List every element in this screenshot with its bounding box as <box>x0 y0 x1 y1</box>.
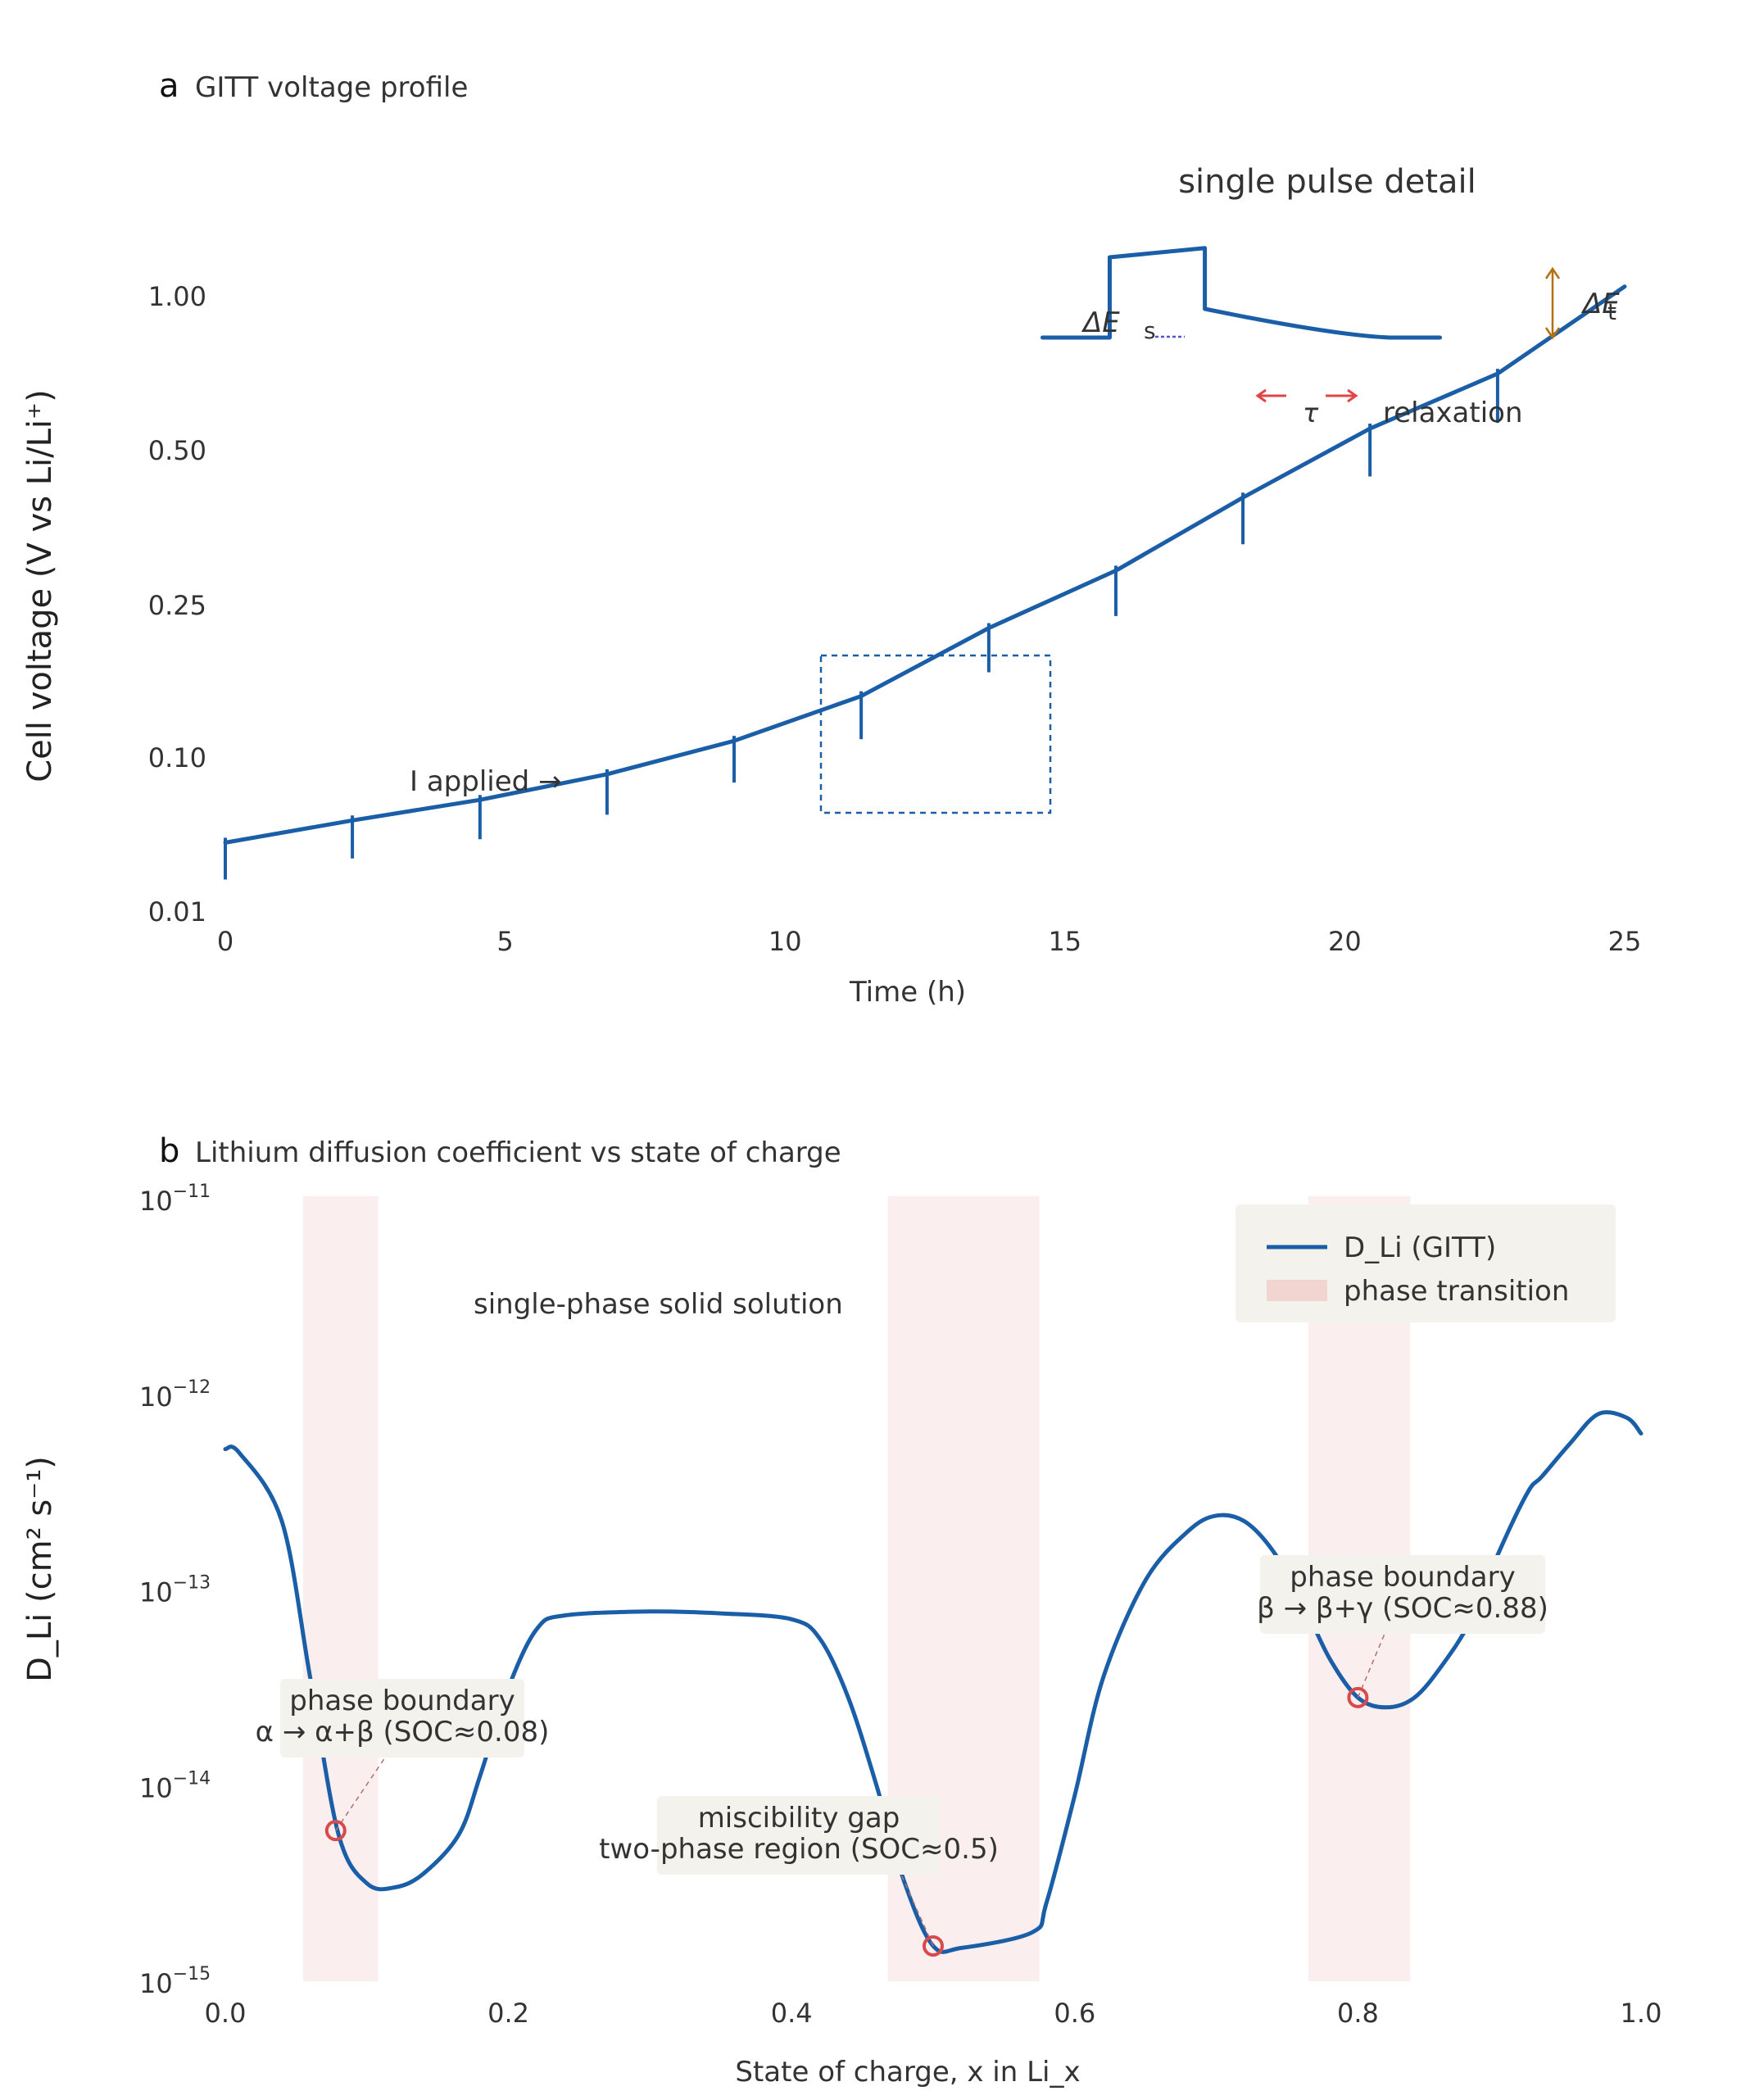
phase-boundary-marker <box>324 1820 347 1842</box>
phase-boundary-marker <box>1347 1686 1369 1708</box>
y-tick-label: 10−15 <box>139 1964 211 1999</box>
panel-b-y-axis-label: D_Li (cm² s⁻¹) <box>21 1456 59 1682</box>
legend-entry-dli: D_Li (GITT) <box>1344 1231 1496 1264</box>
x-tick-label: 0.0 <box>205 1998 247 2029</box>
x-tick-label: 5 <box>496 926 513 957</box>
panel-a-y-ticks: 0.01 0.10 0.25 0.50 1.00 <box>148 281 206 928</box>
y-tick-label: 10−13 <box>139 1573 211 1608</box>
x-tick-label: 1.0 <box>1621 1998 1662 2029</box>
y-tick-label: 0.10 <box>148 742 206 773</box>
panel-b-y-ticks: 10−15 10−14 10−13 10−12 10−11 <box>139 1182 211 1999</box>
callout-leader-line <box>900 1874 934 1947</box>
single-phase-region-label: single-phase solid solution <box>474 1288 843 1321</box>
relaxation-label: relaxation <box>1383 397 1523 429</box>
y-tick-label: 0.50 <box>148 435 206 466</box>
panel-a-y-axis-label: Cell voltage (V vs Li/Li⁺) <box>21 389 59 782</box>
delta-e-s-subscript: s <box>1144 317 1156 344</box>
legend-box <box>1235 1204 1616 1322</box>
x-tick-label: 10 <box>768 926 802 957</box>
callout-miscibility-gap: miscibility gap two-phase region (SOC≈0.… <box>599 1796 999 1875</box>
delta-e-t-arrow-heads <box>1544 266 1561 340</box>
x-tick-label: 0.4 <box>771 1998 813 2029</box>
callout-1-line-2: α → α+β (SOC≈0.08) <box>256 1716 550 1748</box>
callout-1-line-1: phase boundary <box>289 1685 515 1717</box>
x-tick-label: 0.6 <box>1054 1998 1095 2029</box>
y-tick-label: 1.00 <box>148 281 206 312</box>
inset-pulse-curve <box>1040 246 1443 340</box>
panel-b-title: Lithium diffusion coefficient vs state o… <box>195 1136 841 1169</box>
panel-a: a GITT voltage profile Cell voltage (V v… <box>21 67 1641 1009</box>
y-tick-label: 0.01 <box>148 896 206 928</box>
x-tick-label: 0.8 <box>1337 1998 1379 2029</box>
panel-a-letter: a <box>159 67 179 105</box>
panel-b-letter: b <box>159 1132 179 1170</box>
phase-boundary-markers <box>324 1686 1369 1957</box>
phase-transition-band <box>303 1196 379 1981</box>
x-tick-label: 15 <box>1048 926 1081 957</box>
legend-entry-phase-transition: phase transition <box>1344 1275 1569 1308</box>
delta-e-s-label: ΔE <box>1081 306 1120 339</box>
pulse-detail-inset: single pulse detail ΔE s ΔE t τ relaxati… <box>1040 163 1620 429</box>
y-tick-label: 10−11 <box>139 1182 211 1217</box>
x-tick-label: 20 <box>1328 926 1362 957</box>
current-applied-annotation: I applied → <box>410 765 562 798</box>
x-tick-label: 0.2 <box>487 1998 529 2029</box>
inset-title: single pulse detail <box>1178 163 1476 201</box>
panel-a-x-axis-label: Time (h) <box>849 976 966 1009</box>
callout-leader-line <box>335 1757 386 1831</box>
callout-2-line-1: miscibility gap <box>698 1802 900 1835</box>
panel-b: b Lithium diffusion coefficient vs state… <box>21 1132 1662 2089</box>
panel-b-x-ticks: 0.0 0.2 0.4 0.6 0.8 1.0 <box>205 1998 1662 2029</box>
callout-2-line-2: two-phase region (SOC≈0.5) <box>599 1833 999 1866</box>
y-tick-label: 0.25 <box>148 590 206 621</box>
panel-b-x-axis-label: State of charge, x in Li_x <box>735 2056 1080 2089</box>
x-tick-label: 25 <box>1608 926 1642 957</box>
delta-e-t-subscript: t <box>1607 298 1616 325</box>
x-tick-label: 0 <box>217 926 233 957</box>
y-tick-label: 10−12 <box>139 1377 211 1413</box>
callout-leader-line <box>1357 1633 1385 1699</box>
diffusion-curve <box>223 1410 1644 1954</box>
legend-band-swatch <box>1267 1280 1327 1301</box>
callout-leader-lines <box>335 1633 1385 1947</box>
y-tick-label: 10−14 <box>139 1768 211 1803</box>
voltage-pulse-spikes <box>224 369 1499 880</box>
phase-boundary-marker <box>923 1935 944 1957</box>
panel-a-x-ticks: 0 5 10 15 20 25 <box>217 926 1642 957</box>
zoom-region-box <box>819 654 1052 814</box>
legend: D_Li (GITT) phase transition <box>1235 1204 1616 1322</box>
panel-a-title: GITT voltage profile <box>195 71 468 104</box>
callout-phase-boundary-beta: phase boundary β → β+γ (SOC≈0.88) <box>1257 1555 1548 1634</box>
callout-3-line-2: β → β+γ (SOC≈0.88) <box>1257 1592 1548 1625</box>
voltage-curve <box>223 284 1627 845</box>
callout-phase-boundary-alpha: phase boundary α → α+β (SOC≈0.08) <box>256 1679 550 1758</box>
callout-3-line-1: phase boundary <box>1290 1561 1515 1594</box>
delta-e-t-label: ΔE <box>1580 288 1620 320</box>
tau-label: τ <box>1303 397 1319 429</box>
